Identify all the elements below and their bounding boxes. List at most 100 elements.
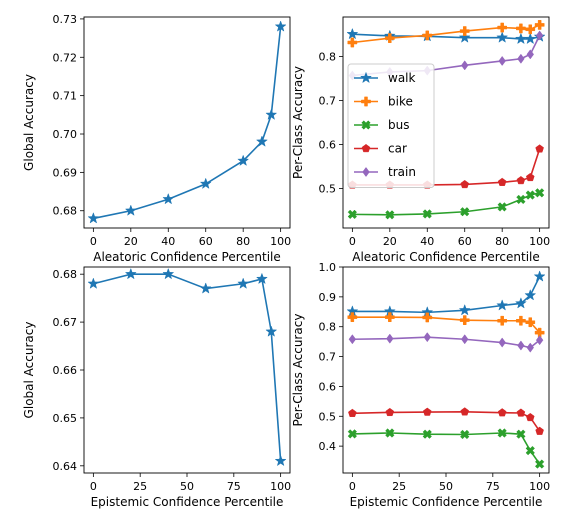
data-point <box>535 144 544 153</box>
x-tick-label: 100 <box>529 480 550 493</box>
y-tick-label: 1.0 <box>319 261 337 274</box>
data-point <box>535 335 544 346</box>
series-line <box>352 336 541 349</box>
data-point <box>516 315 526 326</box>
data-point <box>422 429 432 439</box>
series-train <box>348 332 544 353</box>
x-tick-label: 50 <box>439 480 453 493</box>
y-tick-label: 0.8 <box>319 51 337 64</box>
series-line <box>352 316 541 334</box>
legend-marker <box>362 166 370 178</box>
data-point <box>265 108 278 120</box>
data-point <box>346 27 359 40</box>
y-tick-label: 0.5 <box>319 182 337 195</box>
y-tick-label: 0.67 <box>53 316 78 329</box>
legend-item-bike: bike <box>354 95 413 109</box>
x-axis-label: Aleatoric Confidence Percentile <box>352 250 540 264</box>
data-point <box>422 312 433 323</box>
data-point <box>516 23 526 34</box>
chart-panel-1: 0 20 40 60 80 100 0.68 0.69 0.70 0.71 0.72 0.73 Alea… <box>22 13 291 264</box>
data-point <box>124 204 137 216</box>
chart-panel-2: 0 20 40 60 80 100 0.5 0.6 0.7 0.8 Aleatoric Confid… <box>291 16 550 264</box>
y-tick-label: 0.72 <box>53 51 78 64</box>
data-point <box>87 277 100 289</box>
data-point <box>461 334 469 345</box>
data-point <box>459 315 470 325</box>
data-point <box>423 332 431 343</box>
series-bus <box>347 188 545 220</box>
x-tick-label: 75 <box>486 480 500 493</box>
data-point <box>497 177 507 186</box>
y-axis-label: Per-Class Accuracy <box>291 66 305 179</box>
x-tick-label: 75 <box>227 480 241 493</box>
legend-label: walk <box>388 71 416 85</box>
data-point <box>525 317 536 328</box>
data-point <box>384 312 395 323</box>
y-tick-label: 0.9 <box>319 291 337 304</box>
data-point <box>535 426 544 435</box>
x-tick-label: 60 <box>199 235 213 248</box>
data-point <box>497 202 507 212</box>
y-tick-label: 0.7 <box>319 95 337 108</box>
data-point <box>385 428 395 438</box>
data-point <box>347 209 358 220</box>
data-point <box>348 334 357 345</box>
series-line <box>352 276 541 314</box>
y-axis-label: Per-Class Accuracy <box>291 314 305 427</box>
data-point <box>162 267 175 280</box>
x-tick-label: 60 <box>458 235 472 248</box>
data-point <box>516 176 526 185</box>
x-tick-label: 80 <box>236 235 250 248</box>
legend-label: bus <box>388 118 409 132</box>
data-point <box>460 207 470 217</box>
series-line <box>352 192 540 216</box>
legend-label: train <box>388 165 416 179</box>
data-point <box>525 190 535 200</box>
data-point <box>460 429 470 440</box>
y-tick-label: 0.73 <box>53 13 78 26</box>
data-point <box>162 192 175 205</box>
legend-marker <box>361 96 371 107</box>
legend-item-bus: bus <box>354 118 409 132</box>
y-tick-label: 0.70 <box>53 128 78 141</box>
data-point <box>422 209 432 219</box>
data-point <box>498 55 506 66</box>
y-tick-label: 0.69 <box>53 166 78 179</box>
data-point <box>525 172 535 182</box>
series-line <box>352 410 541 432</box>
series-global-accuracy <box>87 267 287 467</box>
plot-frame <box>342 266 550 474</box>
x-tick-label: 25 <box>133 480 147 493</box>
data-point <box>274 454 287 467</box>
legend-label: car <box>388 142 407 156</box>
x-tick-label: 100 <box>270 480 291 493</box>
y-tick-label: 0.68 <box>53 268 78 281</box>
data-point <box>458 31 471 43</box>
y-tick-label: 0.68 <box>53 205 78 218</box>
data-point <box>526 49 534 60</box>
x-tick-label: 100 <box>529 235 550 248</box>
series-global-accuracy <box>87 20 287 224</box>
data-point <box>461 60 469 71</box>
legend-label: bike <box>388 95 413 109</box>
x-tick-label: 80 <box>495 235 509 248</box>
y-axis-label: Global Accuracy <box>22 74 36 171</box>
series-line <box>93 273 282 462</box>
data-point <box>199 282 212 294</box>
x-axis-label: Aleatoric Confidence Percentile <box>93 250 281 264</box>
data-point <box>533 270 546 282</box>
data-point <box>237 277 250 289</box>
y-tick-label: 0.64 <box>53 460 78 473</box>
x-tick-label: 25 <box>392 480 406 493</box>
series-walk <box>346 27 546 45</box>
y-tick-label: 0.4 <box>319 440 337 453</box>
data-point <box>497 408 507 417</box>
series-line <box>352 432 541 465</box>
data-point <box>497 22 508 33</box>
plot-frame <box>83 16 291 229</box>
data-point <box>514 32 527 45</box>
data-point <box>386 333 394 344</box>
data-point <box>516 429 526 439</box>
x-tick-label: 20 <box>124 235 138 248</box>
